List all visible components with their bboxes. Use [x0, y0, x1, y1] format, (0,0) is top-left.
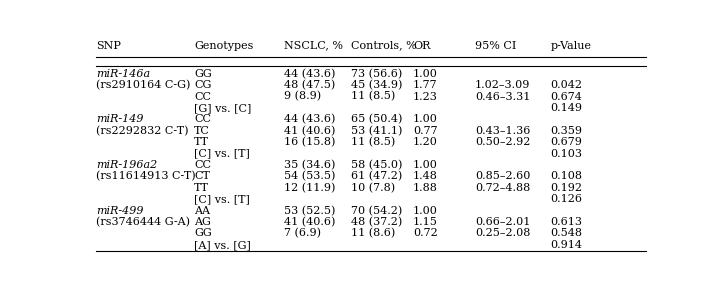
Text: 48 (47.5): 48 (47.5) [284, 80, 335, 90]
Text: p-Value: p-Value [550, 41, 592, 51]
Text: 1.48: 1.48 [413, 171, 438, 181]
Text: [G] vs. [C]: [G] vs. [C] [194, 103, 252, 113]
Text: 45 (34.9): 45 (34.9) [351, 80, 403, 90]
Text: 0.674: 0.674 [550, 91, 583, 101]
Text: 1.02–3.09: 1.02–3.09 [475, 80, 530, 90]
Text: 48 (37.2): 48 (37.2) [351, 217, 403, 227]
Text: SNP: SNP [96, 41, 121, 51]
Text: 0.108: 0.108 [550, 171, 583, 181]
Text: 65 (50.4): 65 (50.4) [351, 114, 403, 124]
Text: [C] vs. [T]: [C] vs. [T] [194, 194, 251, 204]
Text: NSCLC, %: NSCLC, % [284, 41, 343, 51]
Text: AA: AA [194, 206, 210, 216]
Text: 54 (53.5): 54 (53.5) [284, 171, 335, 181]
Text: 0.72–4.88: 0.72–4.88 [475, 183, 530, 193]
Text: TT: TT [194, 137, 209, 147]
Text: 1.15: 1.15 [413, 217, 438, 227]
Text: 41 (40.6): 41 (40.6) [284, 217, 335, 227]
Text: 16 (15.8): 16 (15.8) [284, 137, 335, 147]
Text: 0.103: 0.103 [550, 149, 583, 158]
Text: 0.126: 0.126 [550, 194, 583, 204]
Text: 0.43–1.36: 0.43–1.36 [475, 126, 530, 136]
Text: 10 (7.8): 10 (7.8) [351, 183, 395, 193]
Text: 61 (47.2): 61 (47.2) [351, 171, 403, 181]
Text: 58 (45.0): 58 (45.0) [351, 160, 403, 170]
Text: [A] vs. [G]: [A] vs. [G] [194, 240, 251, 250]
Text: 0.77: 0.77 [413, 126, 438, 136]
Text: miR-499: miR-499 [96, 206, 143, 216]
Text: miR-149: miR-149 [96, 114, 143, 124]
Text: 7 (6.9): 7 (6.9) [284, 228, 321, 239]
Text: (rs2910164 C-G): (rs2910164 C-G) [96, 80, 190, 90]
Text: 1.00: 1.00 [413, 206, 438, 216]
Text: CT: CT [194, 171, 210, 181]
Text: 0.25–2.08: 0.25–2.08 [475, 228, 530, 239]
Text: 11 (8.5): 11 (8.5) [351, 91, 395, 102]
Text: 0.66–2.01: 0.66–2.01 [475, 217, 530, 227]
Text: 1.88: 1.88 [413, 183, 438, 193]
Text: 1.20: 1.20 [413, 137, 438, 147]
Text: CC: CC [194, 91, 211, 101]
Text: OR: OR [413, 41, 431, 51]
Text: 12 (11.9): 12 (11.9) [284, 183, 335, 193]
Text: 1.00: 1.00 [413, 114, 438, 124]
Text: 95% CI: 95% CI [475, 41, 516, 51]
Text: 11 (8.6): 11 (8.6) [351, 228, 395, 239]
Text: 35 (34.6): 35 (34.6) [284, 160, 335, 170]
Text: 11 (8.5): 11 (8.5) [351, 137, 395, 147]
Text: 0.72: 0.72 [413, 228, 438, 239]
Text: 41 (40.6): 41 (40.6) [284, 126, 335, 136]
Text: (rs3746444 G-A): (rs3746444 G-A) [96, 217, 190, 227]
Text: (rs2292832 C-T): (rs2292832 C-T) [96, 126, 189, 136]
Text: TT: TT [194, 183, 209, 193]
Text: AG: AG [194, 217, 211, 227]
Text: 44 (43.6): 44 (43.6) [284, 114, 335, 124]
Text: TC: TC [194, 126, 210, 136]
Text: 1.00: 1.00 [413, 160, 438, 170]
Text: 1.00: 1.00 [413, 69, 438, 79]
Text: Genotypes: Genotypes [194, 41, 253, 51]
Text: CC: CC [194, 160, 211, 170]
Text: GG: GG [194, 69, 212, 79]
Text: 0.042: 0.042 [550, 80, 583, 90]
Text: 0.679: 0.679 [550, 137, 583, 147]
Text: 1.23: 1.23 [413, 91, 438, 101]
Text: 0.548: 0.548 [550, 228, 583, 239]
Text: [C] vs. [T]: [C] vs. [T] [194, 149, 251, 158]
Text: 0.149: 0.149 [550, 103, 583, 113]
Text: 0.50–2.92: 0.50–2.92 [475, 137, 530, 147]
Text: CG: CG [194, 80, 211, 90]
Text: miR-196a2: miR-196a2 [96, 160, 157, 170]
Text: GG: GG [194, 228, 212, 239]
Text: 0.359: 0.359 [550, 126, 583, 136]
Text: 53 (52.5): 53 (52.5) [284, 205, 335, 216]
Text: CC: CC [194, 114, 211, 124]
Text: 0.46–3.31: 0.46–3.31 [475, 91, 530, 101]
Text: Controls, %: Controls, % [351, 41, 417, 51]
Text: 0.613: 0.613 [550, 217, 583, 227]
Text: 0.85–2.60: 0.85–2.60 [475, 171, 530, 181]
Text: (rs11614913 C-T): (rs11614913 C-T) [96, 171, 195, 181]
Text: 44 (43.6): 44 (43.6) [284, 68, 335, 79]
Text: 70 (54.2): 70 (54.2) [351, 205, 403, 216]
Text: 0.914: 0.914 [550, 240, 583, 250]
Text: 73 (56.6): 73 (56.6) [351, 68, 403, 79]
Text: miR-146a: miR-146a [96, 69, 151, 79]
Text: 9 (8.9): 9 (8.9) [284, 91, 321, 102]
Text: 1.77: 1.77 [413, 80, 438, 90]
Text: 53 (41.1): 53 (41.1) [351, 126, 403, 136]
Text: 0.192: 0.192 [550, 183, 583, 193]
